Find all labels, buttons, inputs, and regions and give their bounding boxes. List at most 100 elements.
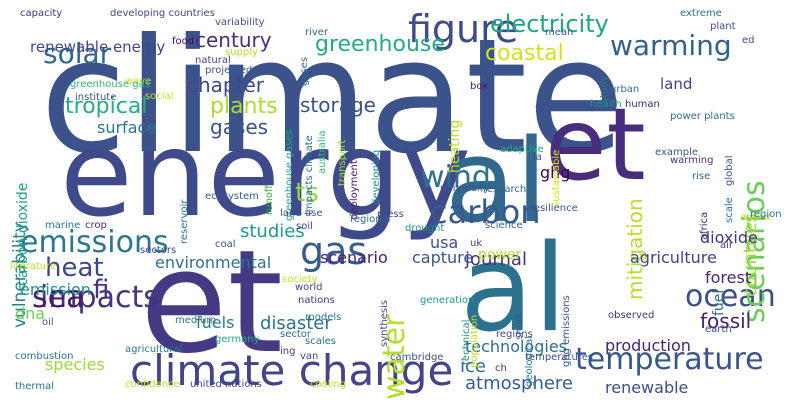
cloud-word: box <box>470 81 489 92</box>
cloud-word: river <box>305 27 329 38</box>
cloud-word: thermal <box>15 381 54 392</box>
cloud-word: region <box>750 209 782 220</box>
cloud-word: synthesis <box>379 299 390 347</box>
cloud-word: power plants <box>670 111 735 122</box>
cloud-word: scale <box>724 197 735 223</box>
cloud-word: impacts climate <box>304 135 315 215</box>
cloud-word: small <box>514 313 525 340</box>
cloud-word: dioxide <box>700 228 758 247</box>
cloud-word: fossil <box>700 309 752 333</box>
cloud-word: wave <box>125 76 152 87</box>
cloud-word: cambridge <box>390 352 444 363</box>
cloud-word: social <box>145 91 174 102</box>
cloud-word: emissions <box>20 225 169 260</box>
cloud-word: dna <box>15 304 46 323</box>
cloud-word: reservoir <box>179 199 190 244</box>
cloud-word: marine <box>45 220 81 231</box>
cloud-word: gases <box>210 115 269 139</box>
cloud-word: science <box>485 220 523 231</box>
cloud-word: rise <box>692 171 711 182</box>
cloud-word: press <box>377 209 404 220</box>
cloud-word: ice <box>460 356 486 377</box>
cloud-word: health <box>590 99 622 110</box>
cloud-word: world <box>295 282 323 293</box>
cloud-word: disaster <box>260 313 332 334</box>
cloud-word: agricultural <box>125 344 183 355</box>
cloud-word: annex <box>740 212 771 223</box>
cloud-word: century <box>195 28 272 52</box>
cloud-word: global <box>724 155 735 187</box>
cloud-word: adaptive <box>500 144 544 155</box>
cloud-word: electricity <box>490 10 609 38</box>
cloud-word: confidence <box>125 379 180 390</box>
cloud-word: fi <box>93 275 110 305</box>
cloud-word: supply <box>225 47 258 58</box>
cloud-word: sustainable <box>551 149 562 207</box>
cloud-word: australia <box>317 130 328 174</box>
cloud-word: society <box>282 274 318 285</box>
cloud-word: institute <box>75 92 117 103</box>
cloud-word: drought <box>405 223 445 234</box>
cloud-word: climate change <box>130 346 454 395</box>
cloud-word: food <box>172 36 195 47</box>
cloud-word: temperature <box>575 342 764 377</box>
cloud-word: emission <box>20 280 91 299</box>
cloud-word: energy <box>60 105 472 243</box>
cloud-word: et <box>545 86 646 203</box>
cloud-word: heat <box>45 253 104 283</box>
cloud-word: capacity <box>20 8 63 19</box>
cloud-word: heating <box>447 119 463 173</box>
cloud-word: fuels <box>196 313 235 332</box>
cloud-word: ts <box>295 178 319 208</box>
cloud-word: species <box>45 355 105 374</box>
cloud-word: al <box>460 220 567 359</box>
cloud-word: capture <box>412 248 474 267</box>
cloud-word: chapter <box>187 73 264 97</box>
cloud-word: impacts <box>40 280 159 315</box>
cloud-word: figure <box>408 7 519 51</box>
cloud-word: environmental <box>155 253 272 272</box>
cloud-word: africa <box>699 211 710 240</box>
cloud-word: generation <box>420 295 475 306</box>
cloud-word: power <box>478 247 522 263</box>
cloud-word: united nations <box>190 379 262 390</box>
cloud-word: greenhouse gas <box>70 79 150 90</box>
cloud-word: ing <box>280 346 296 357</box>
cloud-word: al <box>445 115 548 249</box>
cloud-word: research <box>483 184 527 195</box>
cloud-word: transport <box>337 139 348 186</box>
cloud-word: regions <box>496 329 533 340</box>
cloud-word: air <box>720 240 734 251</box>
cloud-word: sector <box>280 329 312 340</box>
cloud-word: plant <box>710 21 736 32</box>
cloud-word: fl <box>535 104 542 115</box>
cloud-word: earth <box>705 324 732 335</box>
cloud-word: example <box>655 147 699 158</box>
cloud-word: wind <box>420 160 491 195</box>
cloud-word: urban <box>610 84 640 95</box>
cloud-word: gas <box>300 229 368 273</box>
cloud-word: mean <box>545 27 574 38</box>
cloud-word: studies <box>240 221 305 242</box>
cloud-word: cooling <box>310 379 346 390</box>
cloud-word: tropical <box>65 94 148 119</box>
cloud-word: ecosystem <box>205 191 259 202</box>
cloud-word: atmosphere <box>465 373 573 394</box>
cloud-word: journal <box>465 249 527 270</box>
cloud-word: land <box>660 75 693 93</box>
cloud-word: extreme <box>680 8 722 19</box>
cloud-word: sectors <box>140 245 177 256</box>
cloud-word: gases <box>299 56 310 86</box>
cloud-word: runoff <box>264 185 275 215</box>
cloud-word: scenario <box>320 248 388 267</box>
cloud-word: renewable energy <box>30 38 166 56</box>
cloud-word: deployment <box>349 160 360 220</box>
cloud-word: production <box>605 336 691 355</box>
cloud-word: oil <box>42 317 54 328</box>
cloud-word: resilience <box>530 203 578 214</box>
cloud-word: observed <box>608 310 655 321</box>
cloud-word: natural <box>195 55 231 66</box>
cloud-word: crop <box>85 220 107 231</box>
cloud-word: plants <box>210 94 278 119</box>
cloud-word: la <box>533 152 542 163</box>
